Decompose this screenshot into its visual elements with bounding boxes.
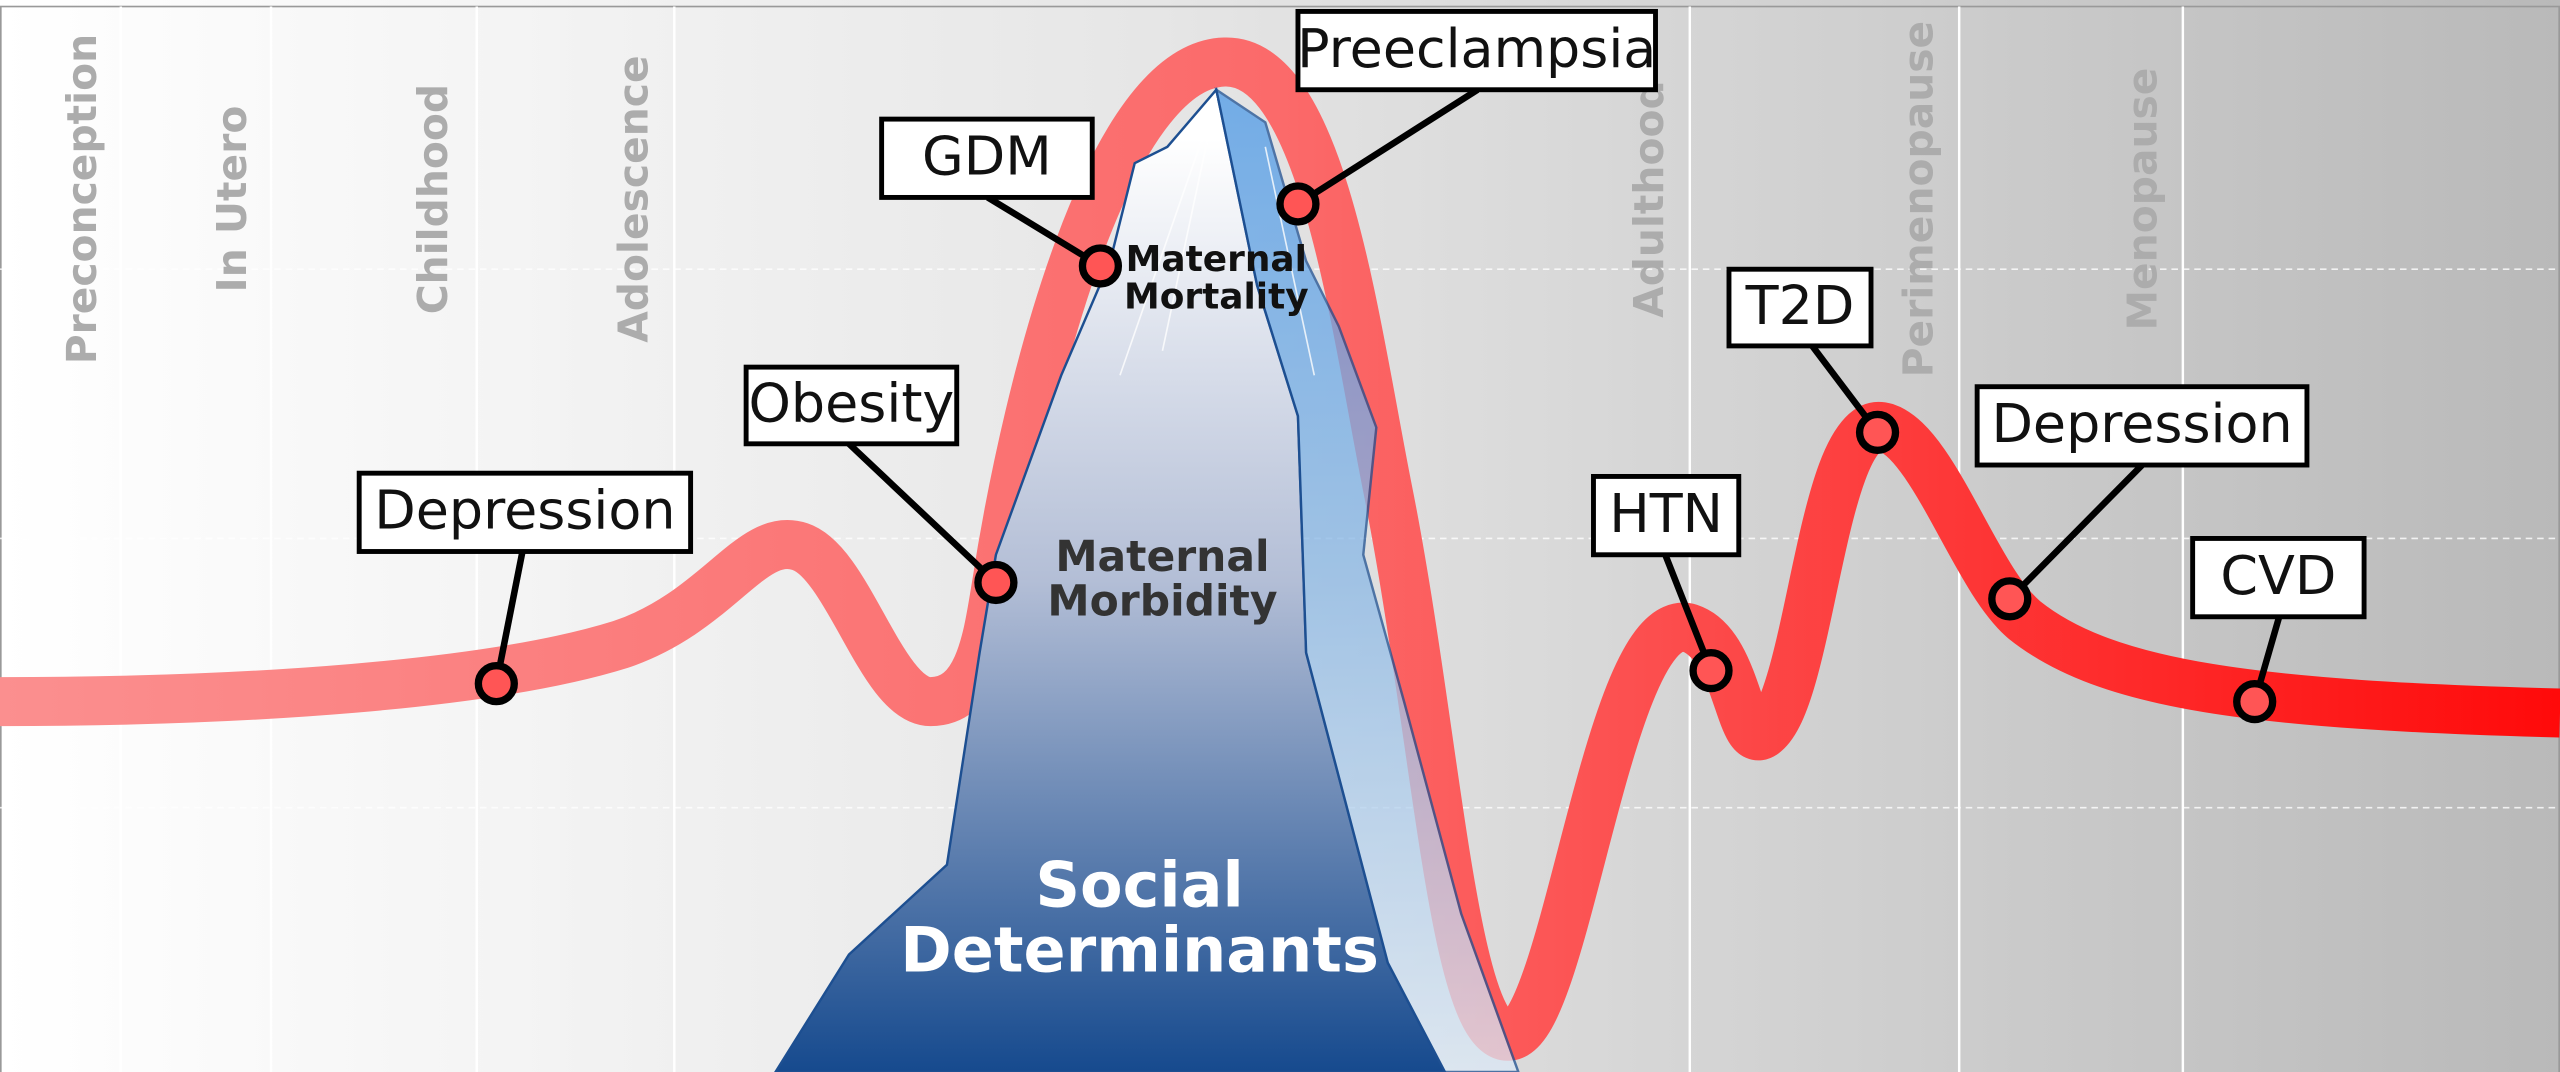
callout-connector (1296, 86, 1480, 207)
callout-box (1726, 266, 1874, 349)
stage-label: Adulthood (1625, 80, 1673, 318)
mountain-label: Maternal (1126, 239, 1307, 280)
mountain-labels: MaternalMortalityMaternalMorbiditySocial… (900, 239, 1379, 986)
callout-box (2190, 535, 2367, 620)
mountain-label: Maternal (1055, 533, 1269, 582)
callout-connector (846, 441, 999, 585)
callout-box (1974, 384, 2310, 468)
callout-label: HTN (1609, 482, 1723, 545)
callout-dot (1276, 182, 1320, 226)
callout-box (743, 364, 960, 447)
stage-label: Preconception (58, 34, 106, 364)
callout-connector (2007, 462, 2145, 602)
callout-label: Preeclampsia (1297, 17, 1656, 80)
callout-label: GDM (922, 125, 1052, 188)
mountain-label: Social (1035, 848, 1243, 921)
callout-box (879, 116, 1095, 200)
callout: GDM (879, 116, 1123, 288)
callout-label: T2D (1745, 274, 1855, 337)
callout-dot (974, 560, 1018, 605)
callout-dot (474, 662, 518, 706)
callout-dot (2233, 679, 2277, 724)
callout-dot (1855, 410, 1900, 455)
stage-label: Childhood (409, 84, 457, 314)
mountain-face (1214, 87, 1520, 1072)
callout-dot (1988, 577, 2032, 621)
frame (0, 5, 2560, 1072)
callout: Depression (1974, 384, 2310, 621)
mountain-label: Mortality (1124, 277, 1309, 318)
callout: Preeclampsia (1276, 8, 1658, 226)
callout-label: Depression (374, 479, 675, 542)
callout-dot (1078, 244, 1123, 288)
callout: T2D (1726, 266, 1900, 455)
callout: CVD (2190, 535, 2367, 724)
stages: Preconception In Utero Childhood Adolescenc… (58, 6, 2185, 1072)
mountain-label: Determinants (900, 913, 1379, 986)
callout: HTN (1591, 473, 1742, 693)
stage-label: Perimenopause (1895, 21, 1943, 378)
callouts: Depression Obesity GDM Preeclampsia HTN T2D De… (356, 8, 2367, 724)
highlights (1119, 97, 1316, 376)
callout: Depression (356, 470, 694, 706)
callout: Obesity (743, 364, 1018, 605)
stage-label: Menopause (2118, 68, 2166, 331)
callout-label: CVD (2220, 544, 2336, 607)
callout-box (356, 470, 694, 554)
callout-dot (1689, 648, 1733, 693)
callout-label: Depression (1991, 392, 2292, 455)
stage-label: Adolescence (610, 55, 658, 342)
stage-label: In Utero (208, 106, 256, 293)
callout-label: Obesity (749, 372, 955, 435)
callout-connector (986, 194, 1103, 269)
callout-box (1295, 8, 1658, 93)
mountain-label: Morbidity (1047, 578, 1277, 627)
callout-connector (493, 550, 526, 685)
callout-box (1591, 473, 1742, 558)
